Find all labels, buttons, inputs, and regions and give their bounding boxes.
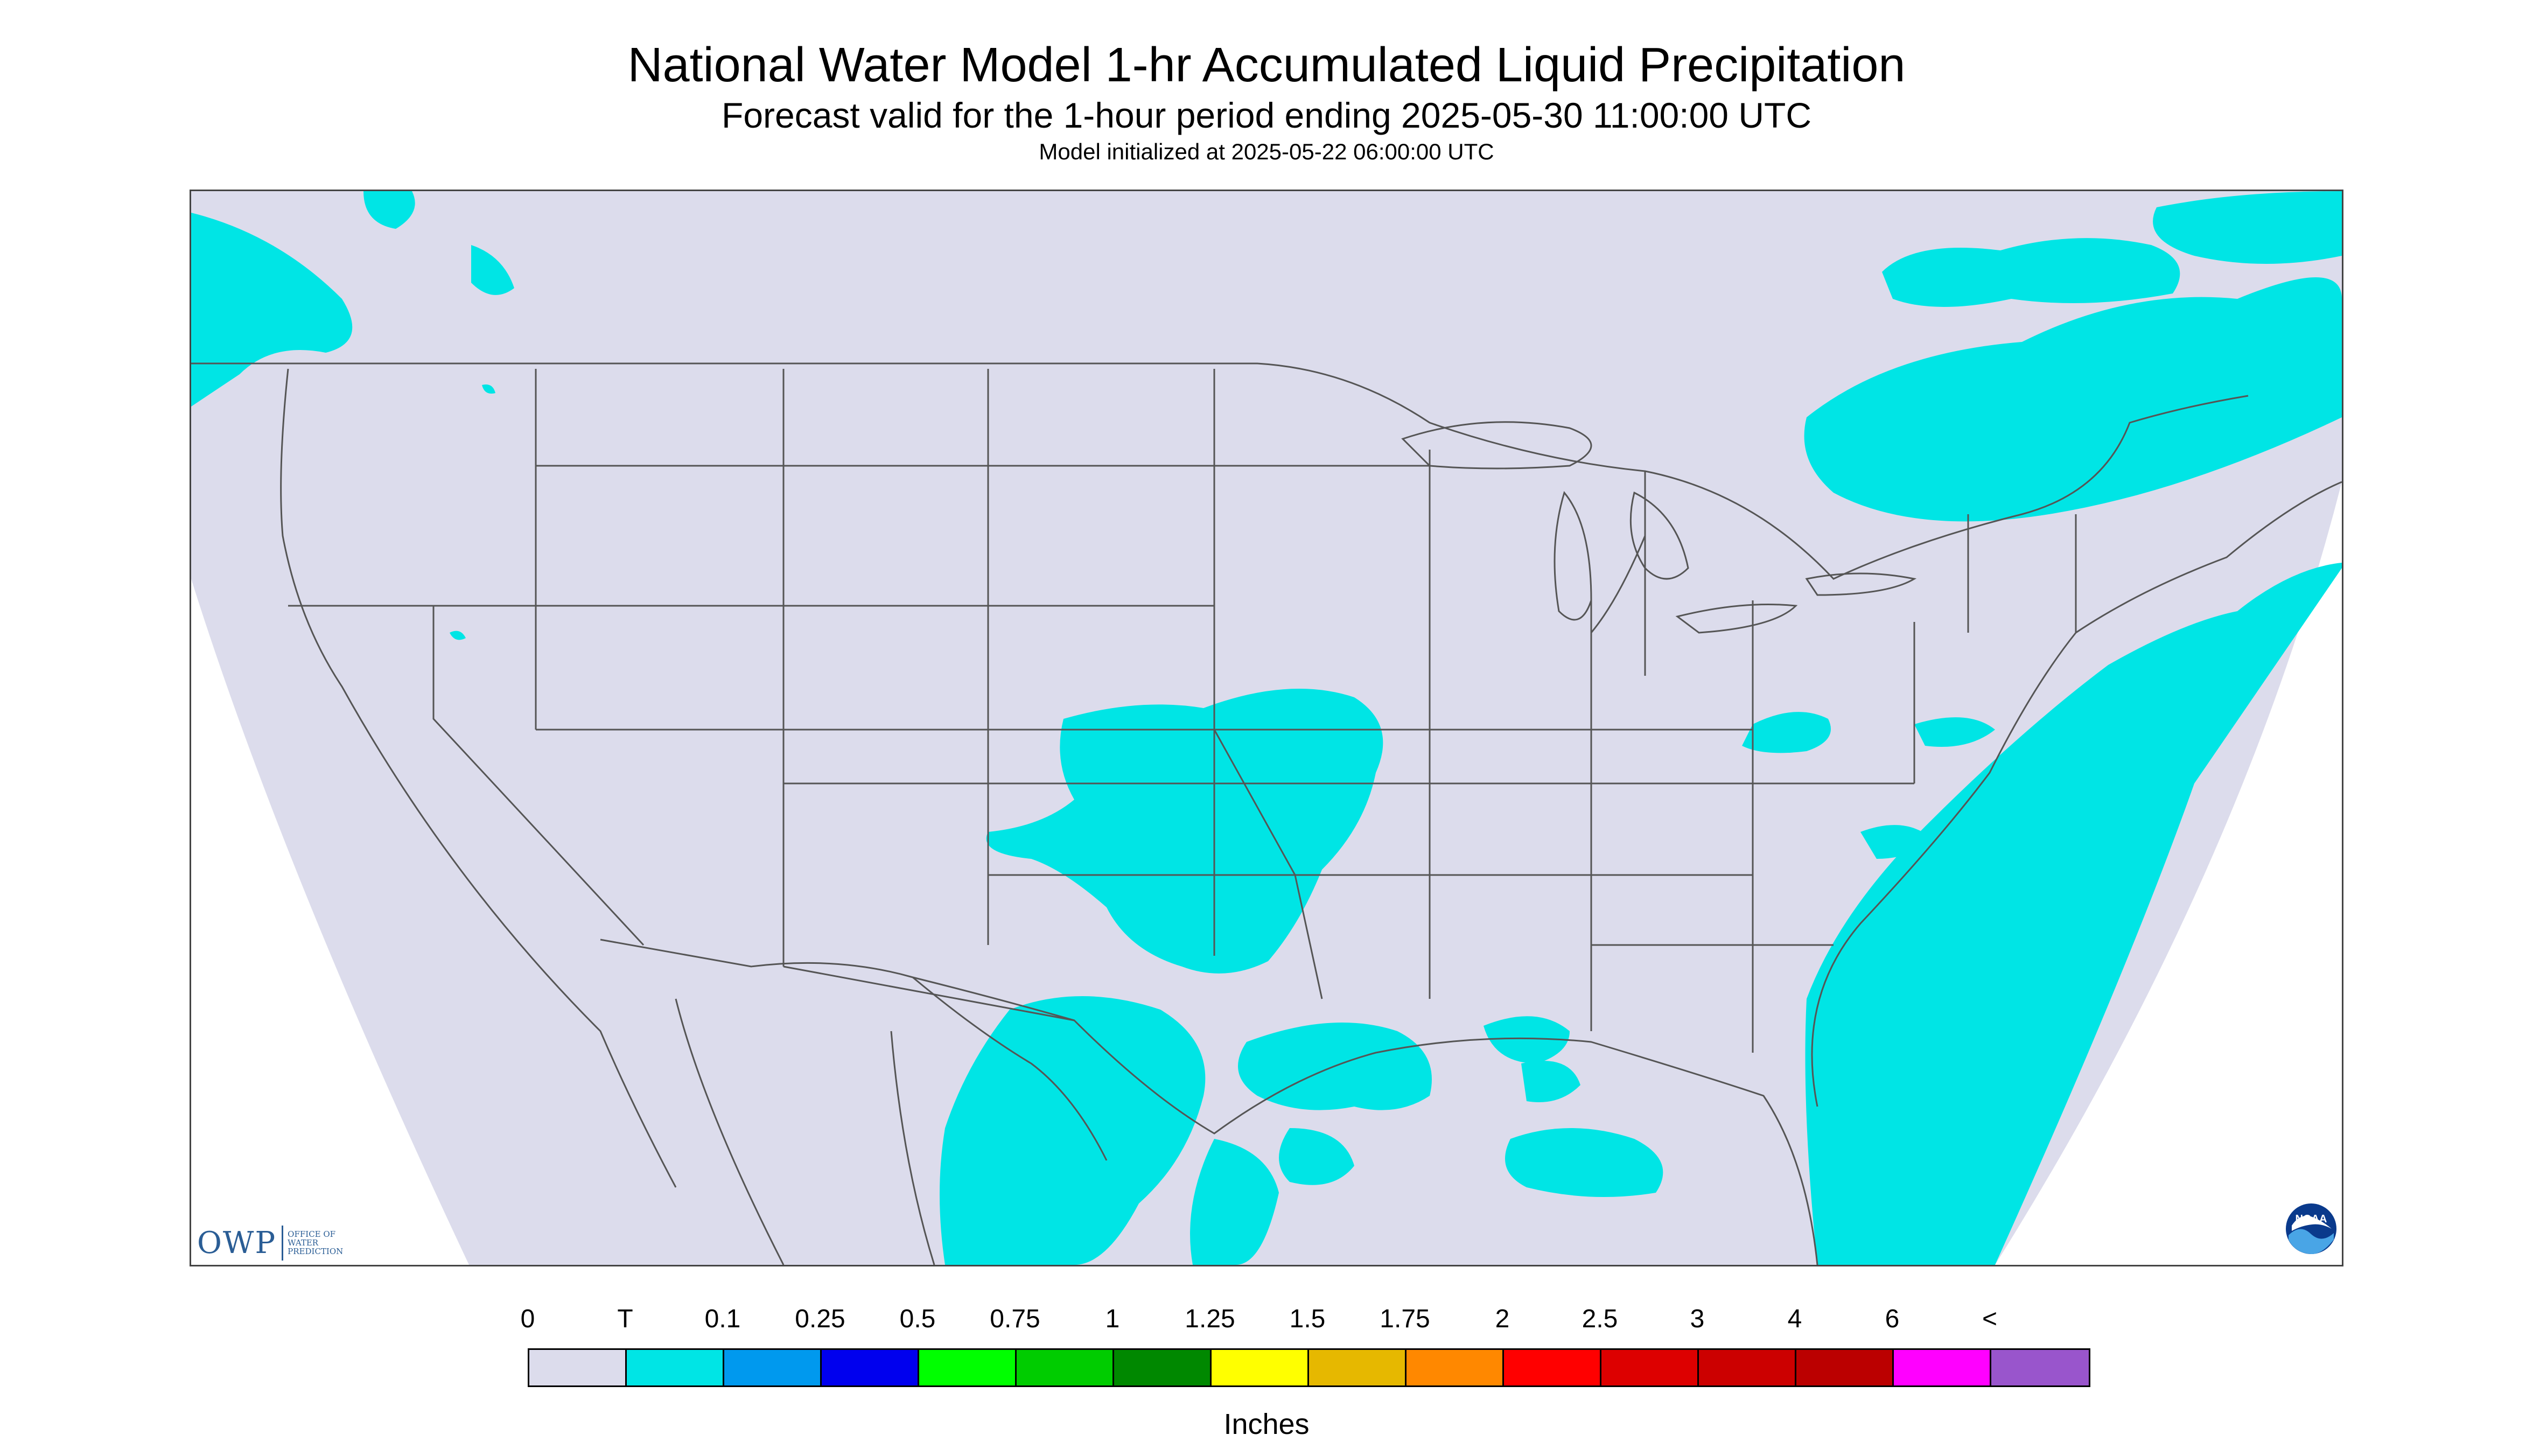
- owp-logo: OWP OFFICE OF WATER PREDICTION: [197, 1225, 368, 1261]
- precip-kansas-oklahoma: [986, 689, 1383, 974]
- legend-swatch: [1504, 1350, 1601, 1385]
- legend-tick-label: <: [1982, 1305, 1998, 1333]
- owp-logo-subtext: OFFICE OF WATER PREDICTION: [288, 1229, 344, 1256]
- lake-superior: [1401, 421, 1592, 470]
- legend-tick-label: 1.5: [1289, 1305, 1326, 1333]
- precip-pacific-northwest: [191, 213, 353, 407]
- precip-appalachia: [1742, 712, 1831, 753]
- legend-tick-label: 1.75: [1380, 1305, 1430, 1333]
- legend-tick-label: 1: [1105, 1305, 1120, 1333]
- great-lakes: [1401, 421, 1917, 634]
- lake-ontario: [1805, 572, 1917, 596]
- legend-swatch: [724, 1350, 822, 1385]
- legend-tick-label: 0: [520, 1305, 535, 1333]
- precip-texas-mexico: [940, 996, 1206, 1265]
- precip-gulf-west: [1279, 1128, 1354, 1185]
- precip-mississippi-gulf: [1521, 1061, 1580, 1102]
- legend-tick-label: 0.75: [990, 1305, 1040, 1333]
- noaa-logo-text: NOAA: [2296, 1213, 2327, 1225]
- legend-tick-label: 2: [1495, 1305, 1510, 1333]
- precip-idaho-cell: [482, 384, 495, 394]
- lake-huron: [1629, 491, 1689, 580]
- owp-logo-text: OWP: [197, 1225, 284, 1261]
- legend-color-bar: [528, 1348, 2090, 1387]
- precipitation-map: [190, 190, 2343, 1266]
- noaa-logo: NOAA: [2284, 1202, 2338, 1256]
- precipitation-areas: [191, 191, 2342, 1265]
- gulf-coast: [912, 976, 1818, 1265]
- map-title: National Water Model 1-hr Accumulated Li…: [627, 38, 1906, 92]
- precip-mid-atlantic: [1914, 717, 1995, 747]
- precip-gulf-offshore: [1484, 1016, 1570, 1063]
- precip-montana-cell: [471, 245, 514, 295]
- legend-swatch: [1309, 1350, 1407, 1385]
- us-canada-border: [191, 362, 2249, 580]
- legend-units: Inches: [1223, 1408, 1310, 1440]
- precip-mexico-south: [1190, 1139, 1279, 1265]
- legend-swatch: [1796, 1350, 1894, 1385]
- legend-swatch: [822, 1350, 919, 1385]
- legend-swatch: [627, 1350, 724, 1385]
- legend-tick-label: 0.5: [899, 1305, 936, 1333]
- legend-tick-label: 0.1: [704, 1305, 741, 1333]
- legend-swatch: [1991, 1350, 2089, 1385]
- legend-swatch: [1601, 1350, 1699, 1385]
- us-mexico-border: [600, 939, 1108, 1161]
- legend-swatch: [1017, 1350, 1114, 1385]
- legend-swatch: [529, 1350, 627, 1385]
- legend-swatch: [1699, 1350, 1796, 1385]
- precip-northwest-cell: [363, 191, 415, 229]
- state-boundaries: [191, 362, 2342, 1265]
- legend-tick-label: T: [617, 1305, 633, 1333]
- forecast-valid-subtitle: Forecast valid for the 1-hour period end…: [722, 95, 1811, 135]
- legend-tick-label: 0.25: [795, 1305, 845, 1333]
- legend-swatch: [1407, 1350, 1504, 1385]
- precip-atlantic-offshore: [1805, 563, 2342, 1265]
- precip-quebec: [2153, 191, 2342, 264]
- lake-erie: [1675, 604, 1798, 634]
- legend-tick-label: 3: [1690, 1305, 1705, 1333]
- legend-swatch: [1894, 1350, 1991, 1385]
- precip-new-england: [1882, 238, 2180, 307]
- east-coast: [1811, 481, 2342, 1107]
- precip-great-lakes-east: [1804, 277, 2342, 522]
- precip-nc-coast: [1860, 825, 1930, 859]
- precipitation-legend: 0 T 0.1 0.25 0.5 0.75 1 1.25 1.5 1.75 2 2.5 3 4 6 < Inc…: [0, 1282, 2533, 1443]
- lake-michigan: [1554, 491, 1592, 621]
- legend-tick-label: 4: [1787, 1305, 1802, 1333]
- legend-tick-label: 1.25: [1185, 1305, 1235, 1333]
- west-coast: [280, 368, 677, 1188]
- legend-swatch: [919, 1350, 1017, 1385]
- precip-gulf-southeast: [1505, 1128, 1663, 1197]
- legend-swatch: [1114, 1350, 1212, 1385]
- model-init-line: Model initialized at 2025-05-22 06:00:00…: [1039, 139, 1494, 164]
- legend-tick-label: 6: [1885, 1305, 1900, 1333]
- legend-tick-label: 2.5: [1582, 1305, 1618, 1333]
- precip-nevada-cell: [450, 631, 466, 640]
- legend-swatch: [1212, 1350, 1309, 1385]
